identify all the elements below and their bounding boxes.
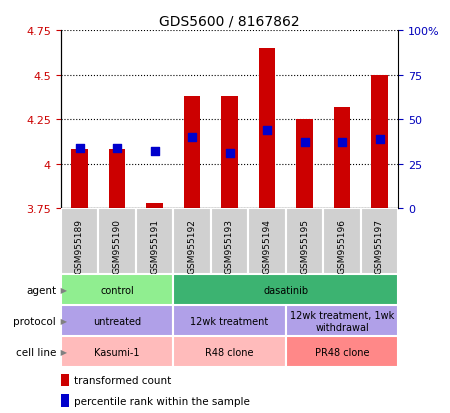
Text: GSM955195: GSM955195 <box>300 218 309 273</box>
Text: R48 clone: R48 clone <box>205 347 254 357</box>
Point <box>263 127 270 134</box>
Bar <box>221 97 238 209</box>
Point <box>376 136 383 142</box>
Bar <box>286 306 398 337</box>
Title: GDS5600 / 8167862: GDS5600 / 8167862 <box>159 14 300 28</box>
Bar <box>61 394 69 407</box>
Bar <box>61 306 173 337</box>
Text: ▶: ▶ <box>58 286 68 294</box>
Point <box>301 140 308 146</box>
Point <box>76 145 83 152</box>
Text: GSM955194: GSM955194 <box>262 218 271 273</box>
Point <box>113 145 121 152</box>
Text: GSM955193: GSM955193 <box>225 218 234 273</box>
Text: percentile rank within the sample: percentile rank within the sample <box>74 396 250 406</box>
Text: ▶: ▶ <box>58 348 68 356</box>
Text: agent: agent <box>26 285 56 295</box>
Point <box>151 148 158 155</box>
Bar <box>146 203 163 209</box>
Text: protocol: protocol <box>14 316 56 326</box>
Text: untreated: untreated <box>93 316 141 326</box>
Bar <box>61 275 173 306</box>
Text: dasatinib: dasatinib <box>263 285 308 295</box>
Bar <box>286 337 398 368</box>
Point <box>338 140 346 146</box>
Bar <box>61 209 98 275</box>
Bar <box>296 120 313 209</box>
Text: PR48 clone: PR48 clone <box>315 347 369 357</box>
Bar <box>71 150 88 209</box>
Bar <box>173 209 211 275</box>
Text: 12wk treatment, 1wk
withdrawal: 12wk treatment, 1wk withdrawal <box>290 310 394 332</box>
Bar <box>184 97 200 209</box>
Text: Kasumi-1: Kasumi-1 <box>94 347 140 357</box>
Bar <box>108 150 126 209</box>
Bar <box>98 209 136 275</box>
Text: GSM955192: GSM955192 <box>188 218 197 273</box>
Text: 12wk treatment: 12wk treatment <box>190 316 269 326</box>
Bar <box>333 107 351 209</box>
Bar <box>248 209 286 275</box>
Text: GSM955196: GSM955196 <box>338 218 346 273</box>
Text: GSM955197: GSM955197 <box>375 218 384 273</box>
Point <box>189 134 196 141</box>
Text: transformed count: transformed count <box>74 375 171 385</box>
Bar <box>286 209 323 275</box>
Text: ▶: ▶ <box>58 317 68 325</box>
Bar <box>173 337 286 368</box>
Bar <box>173 306 286 337</box>
Bar <box>371 75 388 209</box>
Bar <box>259 49 275 209</box>
Text: control: control <box>100 285 134 295</box>
Text: cell line: cell line <box>16 347 56 357</box>
Bar <box>361 209 398 275</box>
Bar <box>61 374 69 386</box>
Text: GSM955190: GSM955190 <box>112 218 122 273</box>
Bar <box>173 275 398 306</box>
Point <box>226 150 233 157</box>
Bar <box>211 209 248 275</box>
Text: GSM955189: GSM955189 <box>75 218 84 273</box>
Bar <box>136 209 173 275</box>
Bar <box>61 337 173 368</box>
Bar <box>323 209 361 275</box>
Text: GSM955191: GSM955191 <box>150 218 159 273</box>
